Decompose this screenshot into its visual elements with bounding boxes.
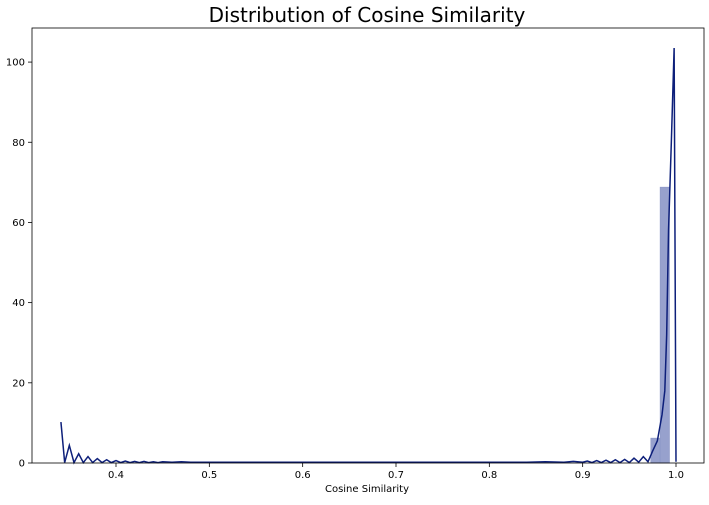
plot-frame [31, 27, 705, 464]
chart-title: Distribution of Cosine Similarity [209, 3, 526, 27]
y-tick-label: 60 [12, 218, 25, 229]
y-tick-label: 0 [19, 459, 25, 470]
y-tick-label: 100 [6, 58, 25, 69]
x-tick-label: 0.9 [575, 470, 591, 481]
kde-line-layer [60, 48, 677, 465]
x-tick-label: 0.8 [481, 470, 497, 481]
x-tick-label: 1.0 [668, 470, 684, 481]
kde-line [60, 48, 677, 465]
x-ticks: 0.4 0.5 0.6 0.7 0.8 0.9 1.0 [108, 463, 684, 481]
x-tick-label: 0.7 [388, 470, 404, 481]
y-ticks: 0 20 40 60 80 100 [6, 58, 32, 470]
y-tick-label: 40 [12, 298, 25, 309]
x-tick-label: 0.6 [295, 470, 311, 481]
y-tick-label: 20 [12, 378, 25, 389]
axes-layer [31, 27, 705, 464]
y-tick-label: 80 [12, 138, 25, 149]
x-tick-label: 0.5 [201, 470, 217, 481]
x-tick-label: 0.4 [108, 470, 124, 481]
x-axis-label: Cosine Similarity [325, 484, 409, 495]
